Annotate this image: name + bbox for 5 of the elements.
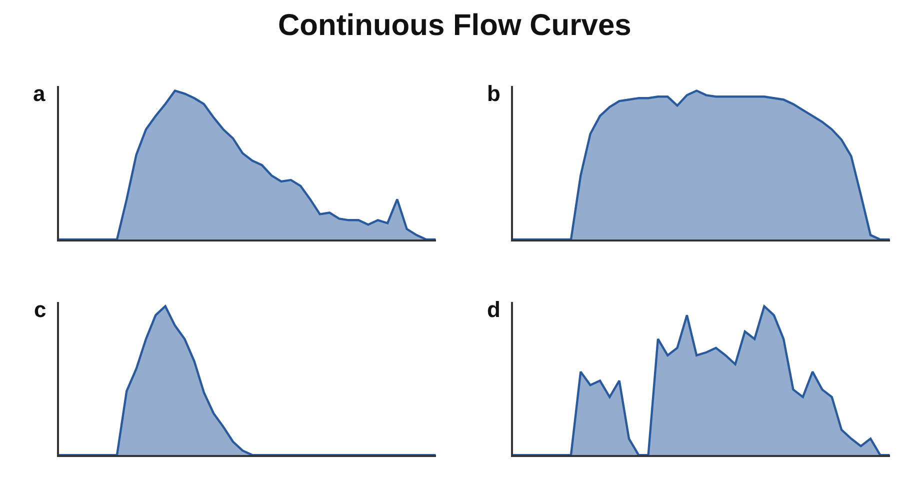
chart-title: a [33, 81, 46, 106]
chart-title: b [487, 81, 500, 106]
chart-title: c [34, 297, 46, 322]
chart-title: d [487, 297, 500, 322]
text: Continuous Flow Curves [278, 9, 632, 42]
